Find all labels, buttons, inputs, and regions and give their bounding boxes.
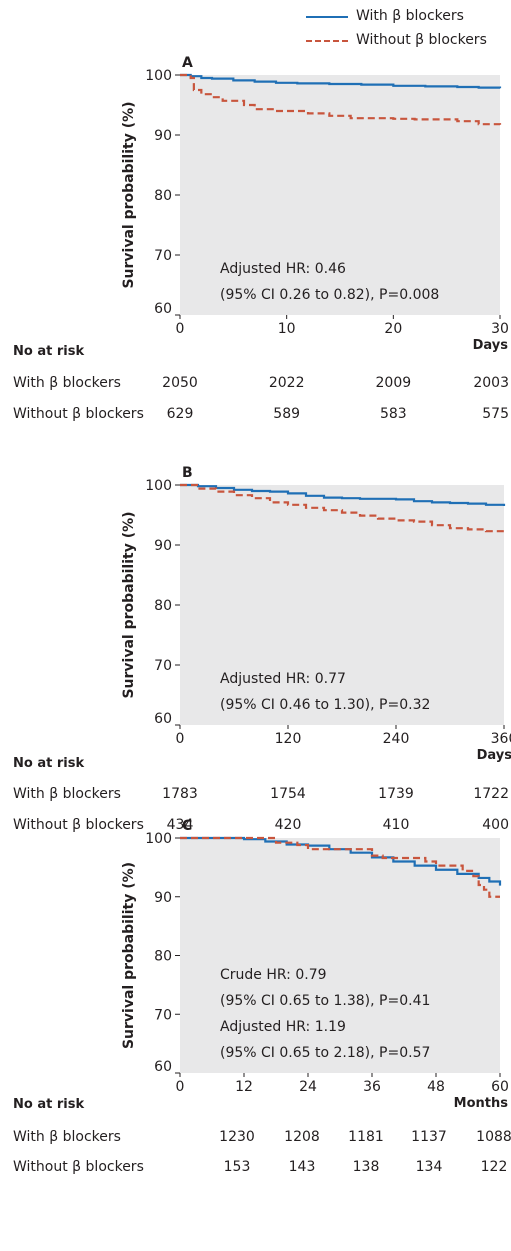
panel-a-risk-value-0-2: 2009: [376, 375, 412, 391]
panel-c-xtick-label-12: 12: [235, 1079, 253, 1095]
panel-a-xtick-label-10: 10: [278, 321, 296, 337]
panel-a-risk-value-1-3: 575: [482, 406, 509, 422]
panel-a-ytick-label-60: 60: [154, 301, 172, 317]
panel-c-annotation-3: (95% CI 0.65 to 2.18), P=0.57: [220, 1045, 430, 1061]
panel-b-xtick-label-240: 240: [383, 731, 410, 747]
panel-c-xtick-label-24: 24: [299, 1079, 317, 1095]
panel-c-xtick-label-48: 48: [427, 1079, 445, 1095]
legend-item-with: With β blockers: [300, 6, 511, 28]
panel-b-risk-value-1-3: 400: [482, 817, 509, 833]
panel-b-risk-value-0-0: 1783: [162, 786, 198, 802]
panel-b-risk-value-0-1: 1754: [270, 786, 306, 802]
panel-b-xlabel: Days: [477, 748, 511, 763]
panel-a-series-with: [180, 73, 502, 89]
panel-a-ytick-label-100: 100: [145, 68, 172, 84]
panel-c-plot-background: [180, 838, 500, 1073]
panel-c-annotation-0: Crude HR: 0.79: [220, 967, 327, 983]
panel-c-risk-title: No at risk: [13, 1097, 84, 1112]
panel-a-risk-title: No at risk: [13, 344, 84, 359]
legend-swatch-without: [306, 40, 348, 42]
panel-a-risk-row-label-1: Without β blockers: [13, 406, 144, 422]
panel-c-ytick-label-60: 60: [154, 1059, 172, 1075]
panel-c-risk-value-0-1: 1208: [284, 1129, 320, 1145]
panel-c-risk-row-label-0: With β blockers: [13, 1129, 121, 1145]
panel-b-xtick-label-0: 0: [176, 731, 185, 747]
panel-a-xtick-label-20: 20: [384, 321, 402, 337]
panel-b-risk-value-1-1: 420: [275, 817, 302, 833]
panel-c-ytick-label-90: 90: [154, 890, 172, 906]
panel-a-risk-row-label-0: With β blockers: [13, 375, 121, 391]
panel-c-risk-value-0-0: 1230: [219, 1129, 255, 1145]
panel-c-risk-value-1-3: 134: [416, 1159, 443, 1175]
panel-a-ytick-label-80: 80: [154, 188, 172, 204]
panel-b-series-without: [180, 483, 506, 533]
panel-c-xtick-label-60: 60: [491, 1079, 509, 1095]
panel-b-risk-value-1-0: 434: [167, 817, 194, 833]
panel-b-risk-value-0-3: 1722: [473, 786, 509, 802]
panel-a-xtick-label-0: 0: [176, 321, 185, 337]
panel-b-annotation-0: Adjusted HR: 0.77: [220, 671, 346, 687]
panel-b-risk-value-0-2: 1739: [378, 786, 414, 802]
panel-b-ytick-label-80: 80: [154, 598, 172, 614]
panel-c-label: C: [182, 818, 192, 834]
panel-b-ytick-label-90: 90: [154, 538, 172, 554]
panel-b-series-with: [180, 483, 506, 506]
panel-b-xtick-label-360: 360: [491, 731, 511, 747]
chart-legend: With β blockers Without β blockers: [300, 6, 511, 62]
panel-a-ytick-label-90: 90: [154, 128, 172, 144]
panel-c-risk-row-label-1: Without β blockers: [13, 1159, 144, 1175]
panel-a-plot-background: [180, 75, 500, 315]
panel-b-ytick-label-100: 100: [145, 478, 172, 494]
panel-c-annotation-1: (95% CI 0.65 to 1.38), P=0.41: [220, 993, 430, 1009]
panel-a-xlabel: Days: [473, 338, 509, 353]
panel-b-xtick-label-120: 120: [275, 731, 302, 747]
panel-c-risk-value-1-2: 138: [353, 1159, 380, 1175]
panel-b-ylabel: Survival probability (%): [121, 511, 137, 698]
panel-c-risk-value-1-0: 153: [224, 1159, 251, 1175]
panel-c-ytick-label-70: 70: [154, 1007, 172, 1023]
legend-swatch-with: [306, 16, 348, 18]
panel-a-risk-value-1-1: 589: [273, 406, 300, 422]
panel-a-label: A: [182, 55, 193, 71]
panel-c-xtick-label-36: 36: [363, 1079, 381, 1095]
panel-b-label: B: [182, 465, 193, 481]
panel-c-risk-value-0-4: 1088: [476, 1129, 511, 1145]
panel-a-risk-value-0-0: 2050: [162, 375, 198, 391]
panel-b-ytick-label-70: 70: [154, 658, 172, 674]
panel-b-annotation-1: (95% CI 0.46 to 1.30), P=0.32: [220, 697, 430, 713]
panel-a-annotation-0: Adjusted HR: 0.46: [220, 261, 346, 277]
panel-c-xtick-label-0: 0: [176, 1079, 185, 1095]
legend-label-without: Without β blockers: [356, 32, 487, 48]
panel-a-annotation-1: (95% CI 0.26 to 0.82), P=0.008: [220, 287, 439, 303]
panel-c-risk-value-1-1: 143: [289, 1159, 316, 1175]
panel-b-plot-background: [180, 485, 504, 725]
panel-a-risk-value-0-3: 2003: [473, 375, 509, 391]
legend-item-without: Without β blockers: [300, 30, 511, 52]
panel-b-risk-row-label-1: Without β blockers: [13, 817, 144, 833]
panel-c-series-without: [180, 836, 500, 898]
panel-b-ytick-label-60: 60: [154, 711, 172, 727]
panel-c-annotation-2: Adjusted HR: 1.19: [220, 1019, 346, 1035]
panel-b-risk-title: No at risk: [13, 756, 84, 771]
panel-c-ytick-label-80: 80: [154, 949, 172, 965]
panel-b-risk-value-1-2: 410: [383, 817, 410, 833]
panel-a-risk-value-1-0: 629: [167, 406, 194, 422]
panel-c-ytick-label-100: 100: [145, 831, 172, 847]
panel-a-ylabel: Survival probability (%): [121, 101, 137, 288]
panel-b-risk-row-label-0: With β blockers: [13, 786, 121, 802]
panel-c-risk-value-0-2: 1181: [348, 1129, 384, 1145]
panel-a-risk-value-1-2: 583: [380, 406, 407, 422]
panel-a-risk-value-0-1: 2022: [269, 375, 305, 391]
panel-c-risk-value-1-4: 122: [481, 1159, 508, 1175]
panel-c-ylabel: Survival probability (%): [121, 862, 137, 1049]
panel-a-ytick-label-70: 70: [154, 248, 172, 264]
panel-a-xtick-label-30: 30: [491, 321, 509, 337]
panel-c-xlabel: Months: [454, 1096, 509, 1111]
panel-c-risk-value-0-3: 1137: [411, 1129, 447, 1145]
legend-label-with: With β blockers: [356, 8, 464, 24]
panel-a-series-without: [180, 73, 502, 126]
